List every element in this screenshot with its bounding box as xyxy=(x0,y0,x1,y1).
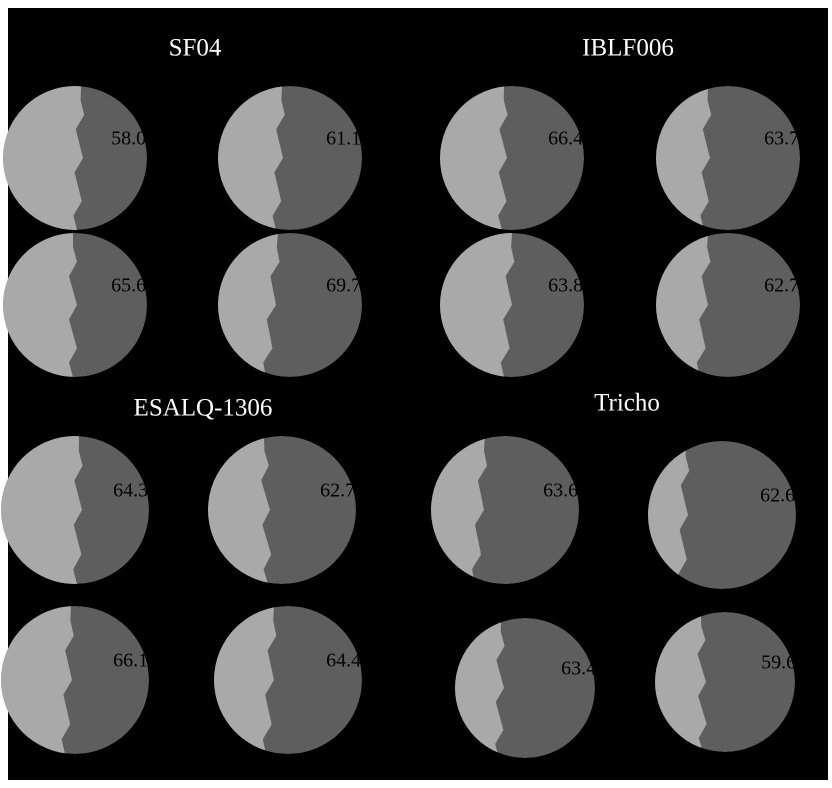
percentage-label: 69.7% xyxy=(326,275,378,297)
percentage-label: 62.6% xyxy=(760,485,812,507)
percentage-label: 62.7% xyxy=(320,480,372,502)
dish xyxy=(1,606,149,754)
percentage-label: 63.6% xyxy=(543,480,595,502)
group-title: SF04 xyxy=(169,35,222,62)
dish xyxy=(440,86,584,230)
dish xyxy=(655,612,795,752)
percentage-label: 63.8% xyxy=(548,275,600,297)
dish xyxy=(208,436,356,584)
dish xyxy=(656,233,800,377)
percentage-label: 63.4% xyxy=(561,658,613,680)
dish xyxy=(214,606,362,754)
dish xyxy=(431,436,579,584)
dish xyxy=(3,86,147,230)
percentage-label: 58.0% xyxy=(111,128,163,150)
dish xyxy=(656,86,800,230)
percentage-label: 63.7% xyxy=(764,128,816,150)
percentage-label: 64.3% xyxy=(113,480,165,502)
group-title: IBLF006 xyxy=(582,35,674,62)
percentage-label: 65.6% xyxy=(111,275,163,297)
group-title: ESALQ-1306 xyxy=(134,395,273,422)
figure: SF04 58.0% 61.1% 65.6% 69.7% IBLF006 66.4% 63.7… xyxy=(0,0,832,788)
dish xyxy=(648,441,796,589)
percentage-label: 62.7% xyxy=(764,275,816,297)
percentage-label: 66.4% xyxy=(548,128,600,150)
dish xyxy=(3,233,147,377)
dish xyxy=(218,233,362,377)
percentage-label: 66.1% xyxy=(113,650,165,672)
dish xyxy=(218,86,362,230)
percentage-label: 59.6% xyxy=(761,652,813,674)
percentage-label: 61.1% xyxy=(326,128,378,150)
dish xyxy=(440,233,584,377)
group-title: Tricho xyxy=(594,390,660,417)
dish xyxy=(455,618,595,758)
dish xyxy=(1,436,149,584)
percentage-label: 64.4% xyxy=(326,650,378,672)
